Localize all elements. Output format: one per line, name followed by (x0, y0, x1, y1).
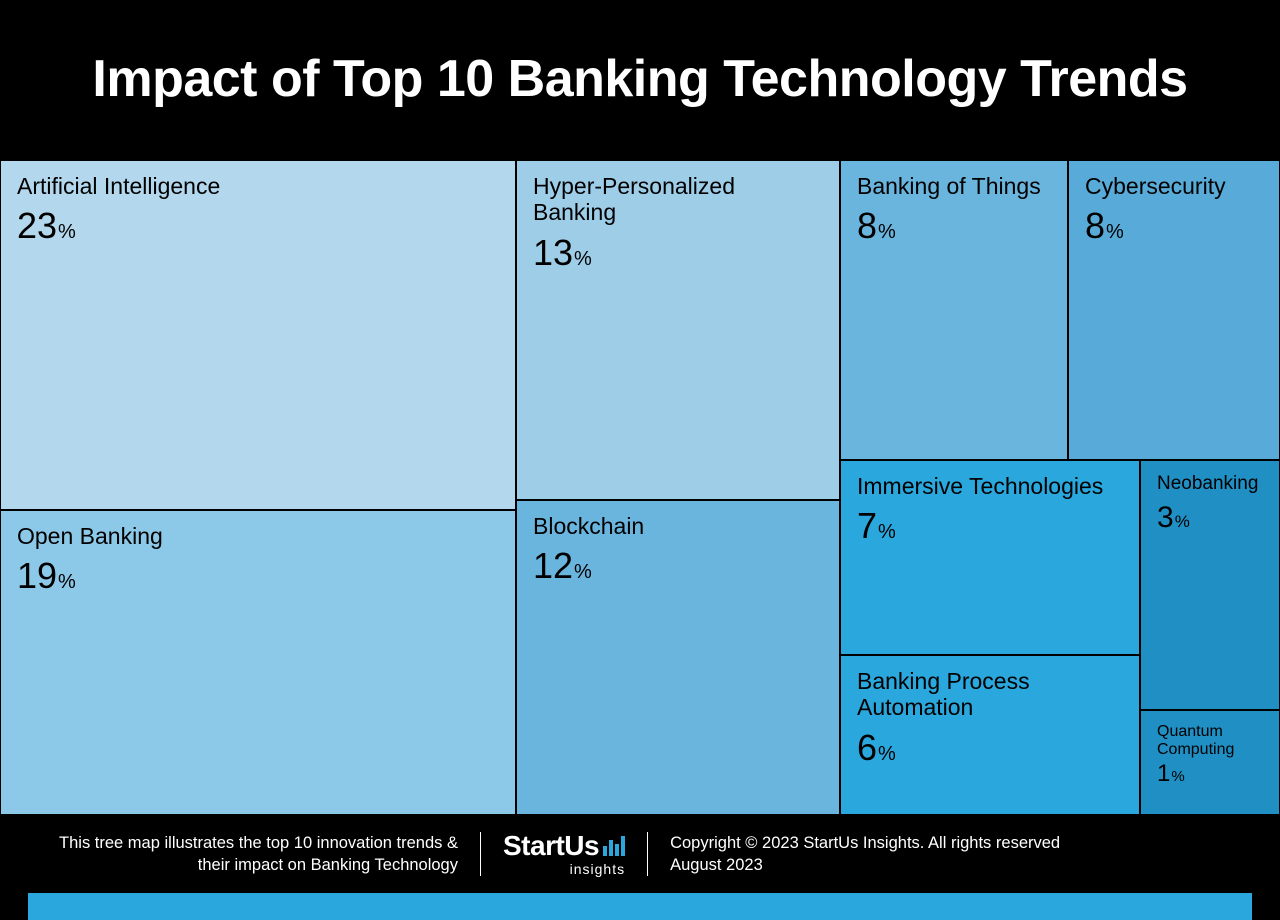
tile-label: Cybersecurity (1085, 173, 1263, 199)
tile-value: 3% (1157, 501, 1263, 535)
footer-accent-bar (28, 893, 1252, 920)
logo-text: StartUs (503, 832, 599, 860)
treemap-chart: Artificial Intelligence 23% Open Banking 19… (0, 160, 1280, 815)
logo-subtext: insights (570, 862, 625, 876)
tile-label: Open Banking (17, 523, 499, 549)
tile-label: Immersive Technologies (857, 473, 1123, 499)
tile-label: Banking Process Automation (857, 668, 1123, 721)
treemap-tile-cyber: Cybersecurity 8% (1068, 160, 1280, 460)
copyright-date: August 2023 (670, 854, 1252, 876)
treemap-tile-bpa: Banking Process Automation 6% (840, 655, 1140, 815)
copyright-line: Copyright © 2023 StartUs Insights. All r… (670, 832, 1252, 854)
tile-value: 8% (1085, 205, 1263, 247)
footer: This tree map illustrates the top 10 inn… (0, 815, 1280, 893)
tile-label: Blockchain (533, 513, 823, 539)
tile-label: Artificial Intelligence (17, 173, 499, 199)
treemap-tile-neo: Neobanking 3% (1140, 460, 1280, 710)
brand-logo: StartUs insights (503, 832, 625, 876)
footer-copyright: Copyright © 2023 StartUs Insights. All r… (670, 832, 1252, 877)
footer-caption: This tree map illustrates the top 10 inn… (28, 832, 458, 877)
treemap-tile-bot: Banking of Things 8% (840, 160, 1068, 460)
tile-value: 23% (17, 205, 499, 247)
tile-label: Neobanking (1157, 473, 1263, 495)
treemap-tile-immersive: Immersive Technologies 7% (840, 460, 1140, 655)
tile-value: 7% (857, 505, 1123, 547)
treemap-tile-ai: Artificial Intelligence 23% (0, 160, 516, 510)
footer-divider (647, 832, 648, 876)
tile-value: 8% (857, 205, 1051, 247)
tile-label: Hyper-Personalized Banking (533, 173, 823, 226)
footer-divider (480, 832, 481, 876)
header: Impact of Top 10 Banking Technology Tren… (0, 0, 1280, 160)
treemap-tile-quantum: Quantum Computing1% (1140, 710, 1280, 815)
tile-label: Quantum Computing (1157, 723, 1263, 758)
treemap-tile-open: Open Banking 19% (0, 510, 516, 815)
logo-bars-icon (603, 834, 625, 856)
treemap-tile-hyper: Hyper-Personalized Banking 13% (516, 160, 840, 500)
treemap-tile-blockchain: Blockchain 12% (516, 500, 840, 815)
tile-value: 13% (533, 232, 823, 274)
tile-value: 19% (17, 555, 499, 597)
tile-value: 12% (533, 545, 823, 587)
page-title: Impact of Top 10 Banking Technology Tren… (92, 51, 1187, 108)
tile-value: 6% (857, 727, 1123, 769)
tile-label: Banking of Things (857, 173, 1051, 199)
tile-value: 1% (1157, 760, 1263, 788)
